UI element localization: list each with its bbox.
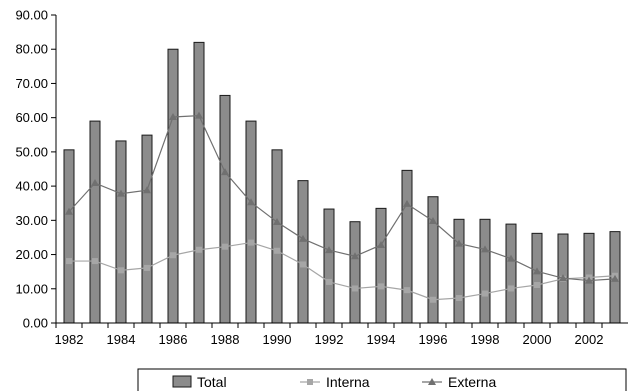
line-externa: [68, 114, 616, 282]
y-tick-label: 30.00: [15, 213, 48, 228]
point-interna-1986: [170, 252, 176, 259]
point-interna-1997: [456, 295, 462, 302]
point-externa-1998: [481, 245, 489, 253]
point-interna-1995: [404, 287, 410, 294]
bar-total-1995: [401, 169, 413, 324]
x-tick-label: 1982: [55, 332, 84, 347]
point-externa-2000: [533, 267, 541, 275]
x-tick-label: 1988: [211, 332, 240, 347]
point-externa-1993: [351, 252, 359, 260]
y-tick-label: 60.00: [15, 110, 48, 125]
x-tick-label: 1984: [107, 332, 136, 347]
point-externa-1983: [91, 179, 99, 187]
point-interna-1998: [482, 290, 488, 297]
x-tick-label: 1986: [159, 332, 188, 347]
point-externa-1997: [455, 239, 463, 247]
point-interna-1982: [66, 258, 72, 265]
point-interna-1994: [378, 283, 384, 290]
point-externa-1984: [117, 189, 125, 197]
x-tick-label: 2000: [523, 332, 552, 347]
point-externa-1996: [429, 217, 437, 225]
legend-label-externa: Externa: [448, 374, 496, 390]
y-tick-label: 40.00: [15, 179, 48, 194]
point-interna-1985: [144, 264, 150, 271]
point-interna-2000: [534, 282, 540, 289]
x-tick-label: 1994: [367, 332, 396, 347]
bar-total-1993: [349, 221, 361, 324]
bar-total-2000: [531, 232, 543, 324]
point-externa-1994: [377, 240, 385, 248]
point-interna-1999: [508, 285, 514, 292]
bar-total-1982: [63, 149, 75, 324]
point-externa-1988: [221, 168, 229, 176]
bar-total-1983: [89, 120, 101, 324]
y-tick-label: 0.00: [23, 316, 48, 331]
point-externa-1992: [325, 246, 333, 254]
point-interna-1990: [274, 247, 280, 254]
bar-total-1986: [167, 48, 179, 324]
legend-marker-externa: [428, 378, 436, 385]
legend-marker-interna: [307, 379, 313, 385]
legend: Total Interna Externa: [137, 368, 627, 391]
legend-box: [137, 368, 627, 391]
x-tick-label: 1990: [263, 332, 292, 347]
bar-total-1988: [219, 94, 231, 324]
point-interna-1987: [196, 246, 202, 253]
y-tick-label: 50.00: [15, 144, 48, 159]
x-tick-label: 2002: [575, 332, 604, 347]
x-tick-label: 1996: [419, 332, 448, 347]
point-interna-1993: [352, 285, 358, 292]
point-interna-1983: [92, 258, 98, 265]
bar-total-1996: [427, 196, 439, 324]
point-externa-1990: [273, 218, 281, 226]
point-externa-2002: [585, 276, 593, 284]
axes-layer: 0.00 10.00 20.00 30.00 40.00 50.00 60.00 70.00 8…: [15, 8, 628, 347]
bar-total-1998: [479, 218, 491, 324]
point-externa-1987: [195, 111, 203, 119]
bar-total-1989: [245, 120, 257, 324]
point-externa-1989: [247, 198, 255, 206]
point-interna-1989: [248, 239, 254, 246]
x-tick-label: 1992: [315, 332, 344, 347]
point-interna-1991: [300, 261, 306, 268]
legend-swatch-total: [172, 375, 192, 388]
y-tick-label: 80.00: [15, 42, 48, 57]
legend-label-interna: Interna: [326, 374, 370, 390]
point-externa-1999: [507, 254, 515, 262]
y-tick-label: 20.00: [15, 247, 48, 262]
y-tick-label: 70.00: [15, 76, 48, 91]
lines-layer: [65, 111, 619, 303]
bar-total-1987: [193, 41, 205, 324]
bar-total-1992: [323, 208, 335, 324]
bar-total-1997: [453, 218, 465, 324]
bar-total-1984: [115, 140, 127, 324]
point-interna-1996: [430, 296, 436, 303]
legend-label-total: Total: [197, 374, 227, 390]
point-externa-1982: [65, 207, 73, 215]
bar-total-1999: [505, 223, 517, 324]
bar-total-1994: [375, 207, 387, 324]
point-interna-1988: [222, 243, 228, 250]
bar-total-1991: [297, 180, 309, 324]
bar-total-1990: [271, 149, 283, 324]
bars-layer: [63, 41, 621, 324]
y-tick-label: 90.00: [15, 8, 48, 23]
bar-total-1985: [141, 134, 153, 324]
point-interna-1984: [118, 267, 124, 274]
line-interna: [69, 241, 616, 301]
y-tick-label: 10.00: [15, 281, 48, 296]
point-externa-1985: [143, 186, 151, 194]
point-externa-2001: [559, 274, 567, 282]
point-interna-1992: [326, 278, 332, 285]
point-externa-1991: [299, 234, 307, 242]
point-externa-2003: [611, 274, 619, 282]
x-tick-label: 1998: [471, 332, 500, 347]
point-externa-1986: [169, 112, 177, 120]
point-externa-1995: [403, 199, 411, 207]
